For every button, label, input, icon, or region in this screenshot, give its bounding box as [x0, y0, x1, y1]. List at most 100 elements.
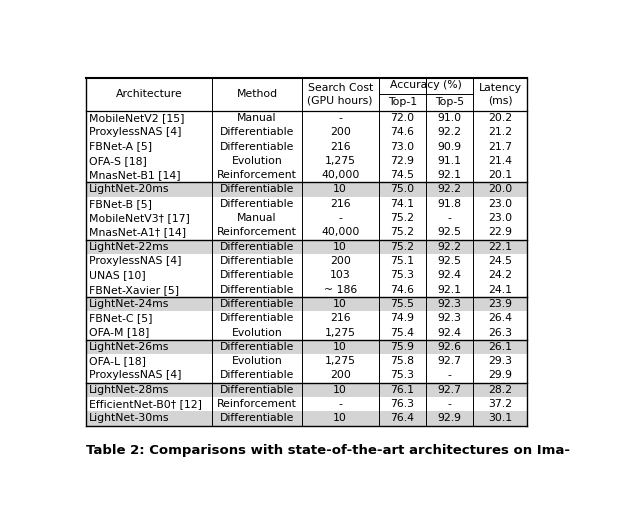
Text: LightNet-22ms: LightNet-22ms: [89, 242, 170, 252]
Text: Reinforcement: Reinforcement: [217, 227, 297, 237]
Text: Differentiable: Differentiable: [220, 270, 294, 280]
Text: 1,275: 1,275: [324, 156, 356, 166]
Text: 75.1: 75.1: [390, 256, 414, 266]
Bar: [86, 412, 527, 425]
Text: Differentiable: Differentiable: [220, 313, 294, 323]
Text: 24.2: 24.2: [488, 270, 512, 280]
Text: Differentiable: Differentiable: [220, 242, 294, 252]
Text: 20.0: 20.0: [488, 184, 512, 194]
Text: Accuracy (%): Accuracy (%): [390, 80, 461, 90]
Bar: [86, 239, 527, 254]
Text: -: -: [447, 213, 451, 223]
Text: 10: 10: [333, 299, 347, 309]
Text: 74.6: 74.6: [390, 127, 414, 137]
Text: ProxylessNAS [4]: ProxylessNAS [4]: [89, 371, 181, 381]
Text: MnasNet-B1 [14]: MnasNet-B1 [14]: [89, 170, 180, 180]
Text: OFA-L [18]: OFA-L [18]: [89, 356, 146, 366]
Bar: [86, 340, 527, 354]
Text: 28.2: 28.2: [488, 385, 512, 395]
Text: 73.0: 73.0: [390, 142, 414, 151]
Text: Architecture: Architecture: [116, 89, 182, 99]
Text: Manual: Manual: [237, 113, 277, 123]
Text: 29.3: 29.3: [488, 356, 512, 366]
Text: 75.9: 75.9: [390, 342, 414, 352]
Text: LightNet-26ms: LightNet-26ms: [89, 342, 170, 352]
Text: EfficientNet-B0† [12]: EfficientNet-B0† [12]: [89, 399, 202, 409]
Text: 92.3: 92.3: [437, 299, 461, 309]
Text: 75.8: 75.8: [390, 356, 414, 366]
Text: 92.9: 92.9: [437, 414, 461, 423]
Text: 24.5: 24.5: [488, 256, 512, 266]
Text: 21.2: 21.2: [488, 127, 512, 137]
Text: 29.9: 29.9: [488, 371, 512, 381]
Text: Differentiable: Differentiable: [220, 385, 294, 395]
Text: 21.4: 21.4: [488, 156, 512, 166]
Text: 1,275: 1,275: [324, 328, 356, 338]
Text: 103: 103: [330, 270, 351, 280]
Text: FBNet-C [5]: FBNet-C [5]: [89, 313, 152, 323]
Text: 10: 10: [333, 342, 347, 352]
Text: LightNet-20ms: LightNet-20ms: [89, 184, 170, 194]
Text: 92.2: 92.2: [437, 184, 461, 194]
Text: 76.1: 76.1: [390, 385, 414, 395]
Text: 90.9: 90.9: [437, 142, 461, 151]
Text: 23.0: 23.0: [488, 213, 512, 223]
Text: 92.5: 92.5: [437, 227, 461, 237]
Text: 92.2: 92.2: [437, 127, 461, 137]
Text: 75.2: 75.2: [390, 213, 414, 223]
Text: 92.5: 92.5: [437, 256, 461, 266]
Text: 216: 216: [330, 199, 351, 209]
Text: 91.0: 91.0: [437, 113, 461, 123]
Text: 74.1: 74.1: [390, 199, 414, 209]
Text: Differentiable: Differentiable: [220, 142, 294, 151]
Text: 76.4: 76.4: [390, 414, 414, 423]
Text: 92.4: 92.4: [437, 328, 461, 338]
Text: 26.3: 26.3: [488, 328, 512, 338]
Text: 75.0: 75.0: [390, 184, 414, 194]
Text: ~ 186: ~ 186: [324, 285, 356, 295]
Text: Differentiable: Differentiable: [220, 371, 294, 381]
Text: 75.3: 75.3: [390, 270, 414, 280]
Text: 92.1: 92.1: [437, 285, 461, 295]
Text: Evolution: Evolution: [232, 156, 282, 166]
Text: Differentiable: Differentiable: [220, 256, 294, 266]
Text: 10: 10: [333, 385, 347, 395]
Text: Reinforcement: Reinforcement: [217, 399, 297, 409]
Text: Differentiable: Differentiable: [220, 299, 294, 309]
Text: Differentiable: Differentiable: [220, 199, 294, 209]
Bar: [86, 297, 527, 311]
Text: 22.9: 22.9: [488, 227, 512, 237]
Text: 1,275: 1,275: [324, 356, 356, 366]
Text: Table 2: Comparisons with state-of-the-art architectures on Ima-: Table 2: Comparisons with state-of-the-a…: [86, 443, 570, 457]
Text: Latency
(ms): Latency (ms): [479, 83, 522, 106]
Text: 23.9: 23.9: [488, 299, 512, 309]
Text: Differentiable: Differentiable: [220, 285, 294, 295]
Text: Manual: Manual: [237, 213, 277, 223]
Text: LightNet-24ms: LightNet-24ms: [89, 299, 170, 309]
Text: 40,000: 40,000: [321, 170, 359, 180]
Text: 20.2: 20.2: [488, 113, 512, 123]
Text: -: -: [338, 399, 342, 409]
Text: 74.5: 74.5: [390, 170, 414, 180]
Text: 92.7: 92.7: [437, 356, 461, 366]
Text: 74.9: 74.9: [390, 313, 414, 323]
Text: 40,000: 40,000: [321, 227, 359, 237]
Text: 22.1: 22.1: [488, 242, 512, 252]
Text: FBNet-B [5]: FBNet-B [5]: [89, 199, 152, 209]
Text: 10: 10: [333, 414, 347, 423]
Text: 91.8: 91.8: [437, 199, 461, 209]
Text: 92.7: 92.7: [437, 385, 461, 395]
Bar: [86, 383, 527, 397]
Text: 75.2: 75.2: [390, 242, 414, 252]
Text: OFA-S [18]: OFA-S [18]: [89, 156, 147, 166]
Text: 72.9: 72.9: [390, 156, 414, 166]
Text: Reinforcement: Reinforcement: [217, 170, 297, 180]
Text: Top-5: Top-5: [435, 97, 464, 107]
Text: -: -: [338, 213, 342, 223]
Text: 92.1: 92.1: [437, 170, 461, 180]
Text: -: -: [447, 399, 451, 409]
Text: 30.1: 30.1: [488, 414, 512, 423]
Text: 200: 200: [330, 371, 351, 381]
Text: OFA-M [18]: OFA-M [18]: [89, 328, 149, 338]
Text: MnasNet-A1† [14]: MnasNet-A1† [14]: [89, 227, 186, 237]
